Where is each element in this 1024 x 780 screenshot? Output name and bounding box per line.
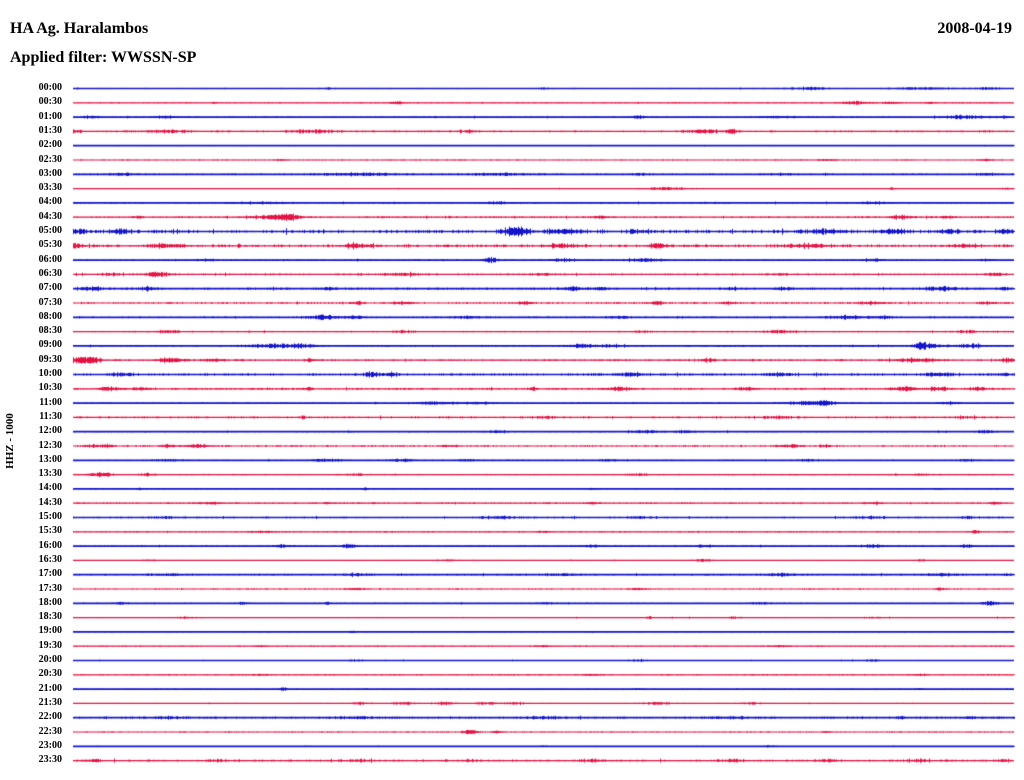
time-label: 20:00 bbox=[38, 654, 62, 665]
time-label: 01:30 bbox=[38, 124, 62, 136]
time-label: 04:30 bbox=[38, 210, 62, 222]
time-label: 02:00 bbox=[38, 139, 62, 151]
time-label: 04:00 bbox=[38, 196, 62, 208]
time-label: 13:30 bbox=[38, 468, 62, 480]
time-label: 07:30 bbox=[38, 296, 62, 308]
time-label: 18:30 bbox=[38, 611, 62, 623]
time-label: 10:30 bbox=[38, 382, 62, 394]
time-label: 05:00 bbox=[38, 225, 62, 236]
time-label: 07:00 bbox=[38, 282, 62, 294]
time-label: 15:00 bbox=[38, 511, 62, 522]
time-label: 09:00 bbox=[38, 339, 62, 351]
time-label: 21:30 bbox=[38, 696, 62, 708]
time-label: 06:00 bbox=[38, 253, 62, 265]
time-label: 23:30 bbox=[38, 754, 62, 766]
time-label: 20:30 bbox=[38, 668, 62, 680]
time-label: 17:00 bbox=[38, 568, 62, 580]
time-label: 08:30 bbox=[38, 325, 62, 337]
time-label: 10:00 bbox=[38, 368, 62, 379]
time-label: 06:30 bbox=[38, 267, 62, 279]
time-label: 11:30 bbox=[39, 410, 62, 422]
time-label: 22:00 bbox=[38, 711, 62, 723]
time-label: 03:00 bbox=[38, 167, 62, 179]
time-label: 12:00 bbox=[38, 425, 62, 437]
time-label: 02:30 bbox=[38, 153, 62, 165]
time-label: 01:00 bbox=[38, 110, 62, 122]
time-label: 09:30 bbox=[38, 353, 62, 365]
time-label: 18:00 bbox=[38, 596, 62, 608]
time-label: 00:30 bbox=[38, 96, 62, 108]
time-label: 05:30 bbox=[38, 239, 62, 251]
time-label: 19:30 bbox=[38, 639, 62, 651]
time-label: 13:00 bbox=[38, 453, 62, 465]
time-label: 15:30 bbox=[38, 525, 62, 537]
time-label: 16:00 bbox=[38, 539, 62, 551]
time-label: 12:30 bbox=[38, 439, 62, 451]
time-label: 17:30 bbox=[38, 582, 62, 594]
time-label: 19:00 bbox=[38, 625, 62, 637]
time-label: 21:00 bbox=[38, 682, 62, 694]
time-label: 11:00 bbox=[39, 396, 62, 408]
time-label: 00:00 bbox=[38, 82, 62, 93]
time-label: 23:00 bbox=[38, 739, 62, 751]
time-label: 16:30 bbox=[38, 553, 62, 565]
time-label: 03:30 bbox=[38, 182, 62, 194]
time-label: 22:30 bbox=[38, 725, 62, 737]
time-label: 14:00 bbox=[38, 482, 62, 494]
time-label: 08:00 bbox=[38, 310, 62, 322]
time-label: 14:30 bbox=[38, 496, 62, 508]
